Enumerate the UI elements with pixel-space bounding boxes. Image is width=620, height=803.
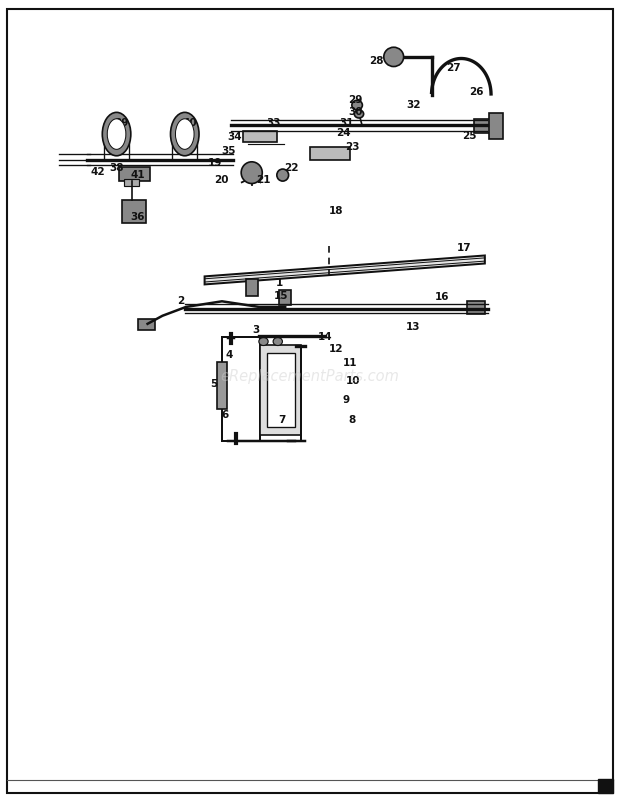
Text: 38: 38 bbox=[110, 163, 124, 173]
Bar bbox=[122, 201, 146, 223]
Text: 36: 36 bbox=[130, 212, 144, 222]
Ellipse shape bbox=[170, 113, 199, 157]
Text: 25: 25 bbox=[462, 131, 476, 141]
Ellipse shape bbox=[273, 338, 282, 346]
Bar bbox=[489, 114, 503, 140]
Text: 11: 11 bbox=[343, 358, 357, 368]
Text: 4: 4 bbox=[225, 350, 232, 360]
Ellipse shape bbox=[241, 162, 262, 185]
Text: 3: 3 bbox=[252, 324, 259, 334]
Ellipse shape bbox=[355, 111, 363, 119]
Bar bbox=[217, 363, 227, 410]
Ellipse shape bbox=[277, 169, 289, 181]
Text: eReplacementParts.com: eReplacementParts.com bbox=[221, 369, 399, 383]
Ellipse shape bbox=[384, 48, 404, 67]
Text: 32: 32 bbox=[406, 100, 420, 109]
Bar bbox=[243, 132, 277, 143]
Bar bbox=[267, 353, 295, 427]
Text: 35: 35 bbox=[221, 146, 236, 156]
Text: 28: 28 bbox=[370, 56, 384, 66]
Text: 8: 8 bbox=[348, 414, 356, 424]
Text: 5: 5 bbox=[210, 379, 217, 389]
Text: 27: 27 bbox=[446, 63, 461, 72]
Ellipse shape bbox=[259, 338, 268, 346]
Text: 39: 39 bbox=[115, 118, 129, 128]
Text: 21: 21 bbox=[256, 175, 270, 185]
Text: 40: 40 bbox=[183, 118, 198, 128]
Text: 20: 20 bbox=[214, 175, 228, 185]
Text: 18: 18 bbox=[329, 206, 343, 216]
Text: 23: 23 bbox=[345, 142, 359, 152]
Text: 2: 2 bbox=[177, 296, 184, 305]
Text: 15: 15 bbox=[274, 291, 288, 300]
Text: 6: 6 bbox=[221, 410, 228, 419]
Text: 26: 26 bbox=[469, 88, 483, 97]
Text: 22: 22 bbox=[284, 163, 298, 173]
Text: 42: 42 bbox=[91, 167, 105, 177]
Text: 29: 29 bbox=[348, 95, 363, 104]
Ellipse shape bbox=[102, 113, 131, 157]
Text: 1: 1 bbox=[275, 278, 283, 287]
Bar bbox=[279, 291, 291, 305]
Text: 24: 24 bbox=[335, 128, 350, 137]
Bar bbox=[246, 279, 258, 297]
Ellipse shape bbox=[175, 120, 194, 150]
Polygon shape bbox=[205, 256, 485, 285]
Bar bbox=[119, 168, 150, 181]
Bar bbox=[138, 320, 155, 331]
Text: 30: 30 bbox=[348, 107, 363, 116]
Ellipse shape bbox=[352, 101, 362, 111]
Text: 17: 17 bbox=[456, 243, 471, 252]
Bar bbox=[598, 779, 613, 793]
Text: 12: 12 bbox=[329, 344, 343, 353]
Bar bbox=[474, 120, 490, 134]
Text: 13: 13 bbox=[406, 322, 420, 332]
Text: 7: 7 bbox=[278, 414, 285, 424]
Text: 31: 31 bbox=[339, 118, 353, 128]
Text: 19: 19 bbox=[208, 158, 222, 168]
Text: 9: 9 bbox=[342, 395, 349, 405]
Bar bbox=[467, 302, 485, 315]
Text: 34: 34 bbox=[227, 132, 242, 141]
Text: 16: 16 bbox=[435, 291, 449, 301]
Bar bbox=[260, 345, 301, 435]
Text: 14: 14 bbox=[318, 332, 333, 341]
Text: 41: 41 bbox=[130, 170, 145, 180]
Bar bbox=[222, 337, 260, 442]
Bar bbox=[124, 180, 139, 187]
Text: 33: 33 bbox=[267, 118, 281, 128]
Ellipse shape bbox=[107, 120, 126, 150]
Text: 10: 10 bbox=[346, 376, 360, 385]
Bar bbox=[310, 148, 350, 161]
